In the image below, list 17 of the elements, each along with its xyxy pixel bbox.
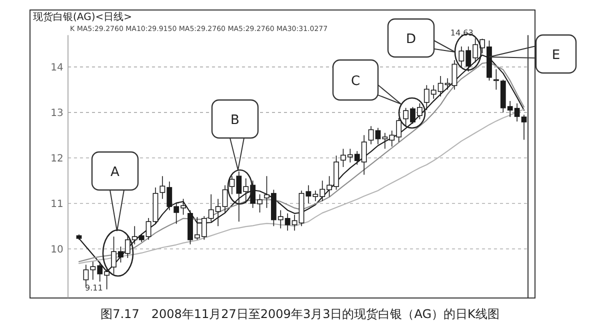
y-tick-label: 12 — [50, 153, 64, 164]
annotation: B — [230, 113, 240, 128]
y-tick-label: 13 — [50, 108, 64, 119]
callout: A — [91, 151, 139, 277]
y-tick-label: 10 — [50, 244, 64, 256]
annotation: A — [110, 165, 120, 180]
annotation: 9.11 — [85, 283, 103, 292]
callout: C — [332, 59, 426, 129]
annotation: 14.63 — [450, 28, 474, 38]
y-tick-label: 14 — [50, 62, 64, 74]
callout: B — [211, 99, 259, 205]
chart-title: 现货白银(AG)<日线> — [33, 11, 132, 23]
callout: E — [488, 34, 577, 74]
y-tick-label: 11 — [50, 198, 64, 210]
annotation: D — [406, 32, 416, 47]
annotation: C — [350, 74, 360, 89]
caption: 图7.17 2008年11月27日至2009年3月3日的现货白银（AG）的日K线图 — [100, 307, 500, 321]
